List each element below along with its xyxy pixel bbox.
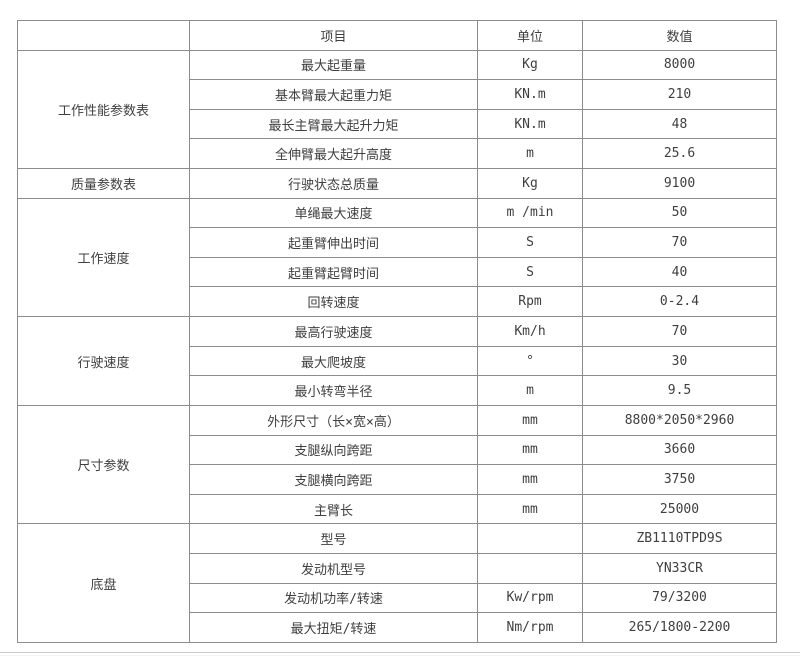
table-row: 最长主臂最大起升力矩 KN.m 48 [18,108,777,140]
value-cell: 40 [582,256,777,288]
category-cell: 工作性能参数表 [17,49,190,170]
table-row: 工作性能参数表 最大起重量 Kg 8000 [17,49,777,170]
spec-table-body: 项目 单位 数值 工作性能参数表 最大起重量 Kg 8000 基本臂最大起重力矩 KN.m 210… [17,20,777,643]
table-row: 最小转弯半径 m 9.5 [18,375,777,406]
item-cell: 支腿横向跨距 [189,464,478,495]
value-cell: 8000 [582,49,777,81]
header-row: 项目 单位 数值 [17,20,777,51]
item-cell: 最大扭矩/转速 [189,612,478,643]
value-cell: 25.6 [582,138,777,170]
value-cell: 70 [582,316,777,347]
item-cell: 支腿纵向跨距 [189,434,478,466]
value-cell: 50 [582,197,777,229]
header-category [17,20,190,51]
value-cell: 79/3200 [582,582,777,614]
table-row: 最大爬坡度 ° 30 [18,345,777,377]
unit-cell: m /min [477,197,583,229]
header-value: 数值 [582,20,777,51]
unit-cell [477,552,583,584]
item-cell: 最小转弯半径 [189,375,478,406]
item-cell: 单绳最大速度 [189,197,478,229]
value-cell: 265/1800-2200 [582,612,777,643]
item-cell: 最高行驶速度 [189,316,478,347]
table-row: 尺寸参数 外形尺寸（长×宽×高） mm 8800*2050*2960 [17,404,777,525]
unit-cell: mm [477,464,583,495]
header-unit: 单位 [477,20,583,51]
item-cell: 最长主臂最大起升力矩 [189,108,478,140]
unit-cell: Km/h [477,316,583,347]
category-cell: 尺寸参数 [17,404,190,525]
item-cell: 起重臂起臂时间 [189,256,478,288]
value-cell: 210 [582,79,777,110]
table-row: 行驶速度 最高行驶速度 Km/h 70 [17,316,777,406]
item-cell: 发动机功率/转速 [189,582,478,614]
unit-cell: Kg [477,168,583,199]
unit-cell: m [477,138,583,170]
value-cell: 30 [582,345,777,377]
item-cell: 起重臂伸出时间 [189,227,478,258]
table-row: 全伸臂最大起升高度 m 25.6 [18,138,777,170]
unit-cell: mm [477,434,583,466]
unit-cell: KN.m [477,108,583,140]
table-row: 发动机型号 YN33CR [18,552,777,584]
table-row: 质量参数表 行驶状态总质量 Kg 9100 [17,168,777,199]
item-cell: 行驶状态总质量 [189,168,478,199]
table-row: 最大扭矩/转速 Nm/rpm 265/1800-2200 [18,612,777,643]
unit-cell: Kg [477,49,583,81]
table-row: 回转速度 Rpm 0-2.4 [18,286,777,318]
table-row: 工作速度 单绳最大速度 m /min 50 [17,197,777,318]
unit-cell: ° [477,345,583,377]
item-cell: 回转速度 [189,286,478,318]
value-cell: YN33CR [582,552,777,584]
unit-cell: KN.m [477,79,583,110]
value-cell: 3750 [582,464,777,495]
item-cell: 主臂长 [189,493,478,525]
value-cell: 48 [582,108,777,140]
category-cell: 行驶速度 [17,316,190,406]
unit-cell [477,523,583,554]
spec-table: 项目 单位 数值 工作性能参数表 最大起重量 Kg 8000 基本臂最大起重力矩 KN.m 210… [17,20,777,643]
bottom-divider [0,652,800,656]
unit-cell: S [477,256,583,288]
value-cell: 9100 [582,168,777,199]
table-row: 支腿纵向跨距 mm 3660 [18,434,777,466]
value-cell: 3660 [582,434,777,466]
value-cell: 0-2.4 [582,286,777,318]
category-cell: 底盘 [17,523,190,643]
category-cell: 质量参数表 [17,168,190,199]
unit-cell: m [477,375,583,406]
item-cell: 基本臂最大起重力矩 [189,79,478,110]
unit-cell: Kw/rpm [477,582,583,614]
unit-cell: mm [477,404,583,436]
value-cell: 25000 [582,493,777,525]
unit-cell: Nm/rpm [477,612,583,643]
table-row: 基本臂最大起重力矩 KN.m 210 [18,79,777,110]
item-cell: 全伸臂最大起升高度 [189,138,478,170]
category-cell: 工作速度 [17,197,190,318]
value-cell: 70 [582,227,777,258]
item-cell: 最大爬坡度 [189,345,478,377]
value-cell: 8800*2050*2960 [582,404,777,436]
item-cell: 发动机型号 [189,552,478,584]
table-row: 起重臂伸出时间 S 70 [18,227,777,258]
item-cell: 最大起重量 [189,49,478,81]
item-cell: 型号 [189,523,478,554]
table-row: 起重臂起臂时间 S 40 [18,256,777,288]
item-cell: 外形尺寸（长×宽×高） [189,404,478,436]
value-cell: 9.5 [582,375,777,406]
unit-cell: Rpm [477,286,583,318]
table-row: 支腿横向跨距 mm 3750 [18,464,777,495]
unit-cell: mm [477,493,583,525]
table-row: 底盘 型号 ZB1110TPD9S [17,523,777,643]
header-item: 项目 [189,20,478,51]
value-cell: ZB1110TPD9S [582,523,777,554]
unit-cell: S [477,227,583,258]
